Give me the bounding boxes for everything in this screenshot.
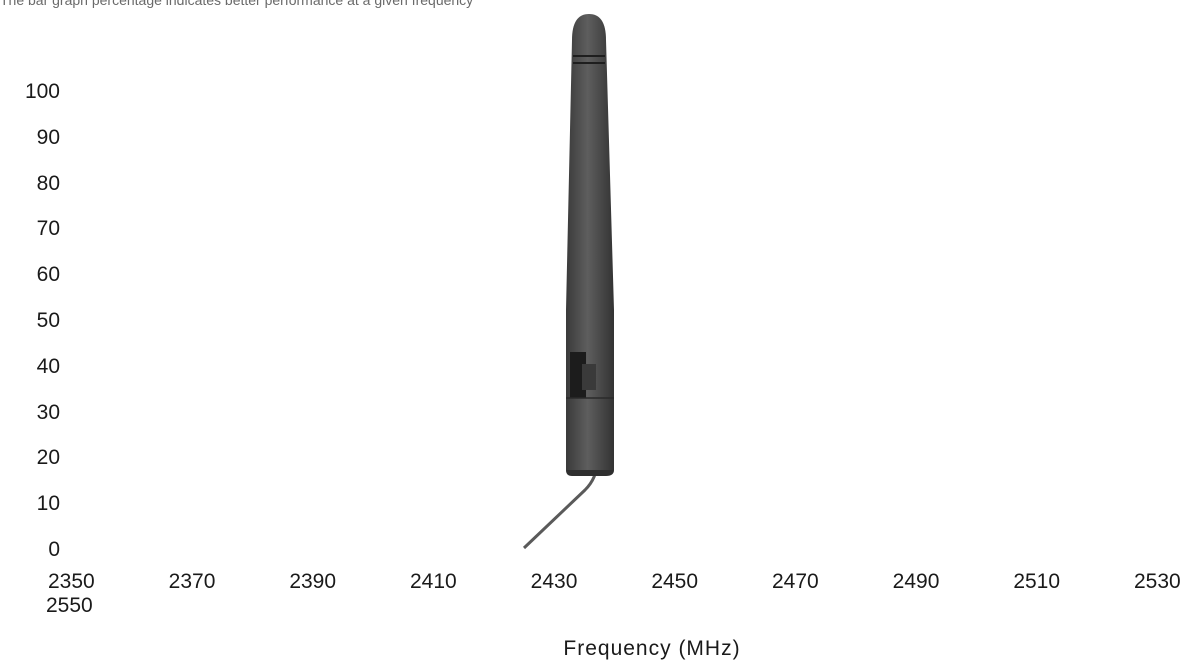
- y-tick-label: 20: [36, 446, 60, 470]
- y-tick-label: 60: [36, 263, 60, 287]
- y-tick-label: 70: [36, 217, 60, 241]
- y-tick-label: 90: [36, 125, 60, 149]
- x-axis-label: Frequency (MHz): [563, 637, 741, 660]
- y-tick-label: 40: [36, 354, 60, 378]
- x-tick-label: 2490: [892, 570, 940, 593]
- x-tick-label: 2470: [772, 570, 819, 593]
- y-tick-label: 100: [24, 80, 60, 103]
- y-tick-label: 10: [36, 492, 60, 516]
- x-tick-label: 2370: [168, 570, 216, 593]
- x-tick-label: 2550: [46, 594, 93, 617]
- x-tick-label: 2430: [530, 570, 578, 593]
- x-tick-label: 2350: [48, 570, 95, 593]
- x-tick-label: 2510: [1013, 570, 1061, 593]
- x-tick-label: 2530: [1134, 570, 1181, 593]
- y-tick-label: 30: [36, 400, 60, 424]
- x-tick-label: 2410: [410, 570, 457, 593]
- y-tick-label: 50: [36, 309, 60, 332]
- x-tick-label: 2390: [289, 570, 337, 593]
- x-tick-label: 2450: [651, 570, 699, 593]
- y-tick-label: 80: [36, 171, 60, 195]
- chart-caption: The bar graph percentage indicates bette…: [0, 0, 474, 8]
- antenna-icon: [522, 14, 614, 550]
- y-tick-label: 0: [48, 538, 60, 561]
